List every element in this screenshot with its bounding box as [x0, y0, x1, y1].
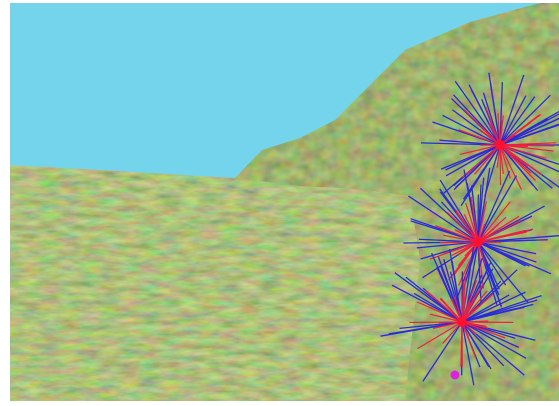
burst-ray — [461, 273, 467, 323]
burst-ray — [418, 238, 479, 243]
burst-ray — [380, 321, 463, 337]
burst-ray — [461, 321, 527, 359]
burst-core — [457, 317, 467, 327]
burst-ray — [477, 170, 511, 243]
burst-ray — [461, 290, 488, 323]
burst-ray — [461, 306, 525, 323]
burst-ray — [499, 94, 551, 146]
burst-ray — [477, 241, 526, 267]
burst-ray — [488, 72, 501, 146]
burst-ray — [477, 201, 511, 243]
burst-ray — [499, 110, 559, 146]
burst-ray — [422, 321, 463, 382]
burst-ray — [470, 196, 479, 243]
burst-ray — [461, 294, 542, 323]
burst-ray — [499, 142, 557, 146]
burst-ray — [417, 301, 463, 323]
burst-ray — [461, 280, 478, 323]
burst-ray — [445, 144, 501, 171]
burst-ray — [429, 313, 463, 323]
burst-core — [473, 237, 483, 247]
burst-ray — [461, 294, 510, 323]
burst-ray — [399, 321, 463, 330]
burst-ray — [499, 122, 531, 146]
burst-ray — [425, 289, 463, 323]
grass-ground — [10, 165, 420, 401]
burst-ray — [394, 272, 463, 323]
burst-ray — [461, 291, 526, 323]
burst-ray — [477, 201, 487, 243]
burst-ray — [466, 241, 479, 308]
burst-ray — [460, 321, 463, 368]
burst-ray — [477, 229, 526, 243]
burst-ray — [461, 321, 475, 386]
burst-ray — [477, 235, 559, 243]
burst-ray — [474, 144, 501, 175]
burst-ray — [413, 292, 463, 323]
burst-ray — [416, 241, 479, 249]
burst-ray — [477, 241, 507, 286]
burst-ray — [455, 209, 479, 243]
burst-ray — [497, 113, 501, 146]
burst-ray — [461, 321, 520, 348]
burst-ray — [477, 241, 529, 304]
burst-ray — [499, 144, 532, 174]
burst-ray — [461, 293, 478, 323]
burst-ray — [477, 219, 522, 243]
burst-ray — [465, 202, 479, 243]
burst-ray — [499, 144, 523, 190]
burst-ray — [484, 144, 501, 197]
burst-ray — [477, 241, 537, 255]
burst-ray — [477, 241, 482, 303]
burst-ray — [454, 80, 501, 146]
burst-ray — [417, 321, 463, 350]
burst-ray — [445, 144, 501, 177]
burst-ray — [499, 144, 534, 186]
burst-ray — [477, 241, 537, 263]
burst-ray — [463, 214, 479, 243]
burst-ray — [451, 260, 463, 323]
burst-ray — [410, 220, 479, 243]
burst-ray — [435, 225, 479, 243]
burst-ray — [499, 118, 559, 146]
burst-ray — [499, 95, 527, 146]
burst-ray — [461, 144, 501, 178]
burst-ray — [443, 241, 479, 255]
burst-ray — [459, 144, 501, 156]
burst-ray — [458, 129, 501, 146]
burst-ray — [439, 179, 479, 243]
burst-ray — [440, 241, 479, 244]
particle-bursts — [380, 72, 559, 386]
burst-ray — [499, 96, 536, 146]
burst-ray — [499, 144, 547, 159]
burst-ray — [477, 215, 520, 243]
burst-ray — [499, 144, 543, 176]
marker-dot — [450, 370, 460, 380]
burst-ray — [463, 109, 501, 146]
burst-ray — [453, 144, 501, 191]
burst-ray — [499, 144, 554, 152]
burst-ray — [446, 211, 479, 243]
burst-ray — [442, 114, 501, 146]
burst-core — [495, 140, 505, 150]
world — [10, 3, 559, 401]
burst-ray — [499, 74, 525, 146]
burst-ray — [477, 175, 518, 243]
burst-ray — [461, 321, 490, 368]
burst-ray — [408, 195, 479, 243]
burst-ray — [391, 284, 463, 323]
burst-ray — [461, 321, 505, 367]
burst-ray — [440, 266, 463, 323]
burst-ray — [443, 234, 479, 243]
burst-ray — [485, 107, 501, 146]
burst-ray — [499, 124, 559, 146]
burst-ray — [477, 177, 485, 243]
burst-ray — [499, 144, 502, 186]
